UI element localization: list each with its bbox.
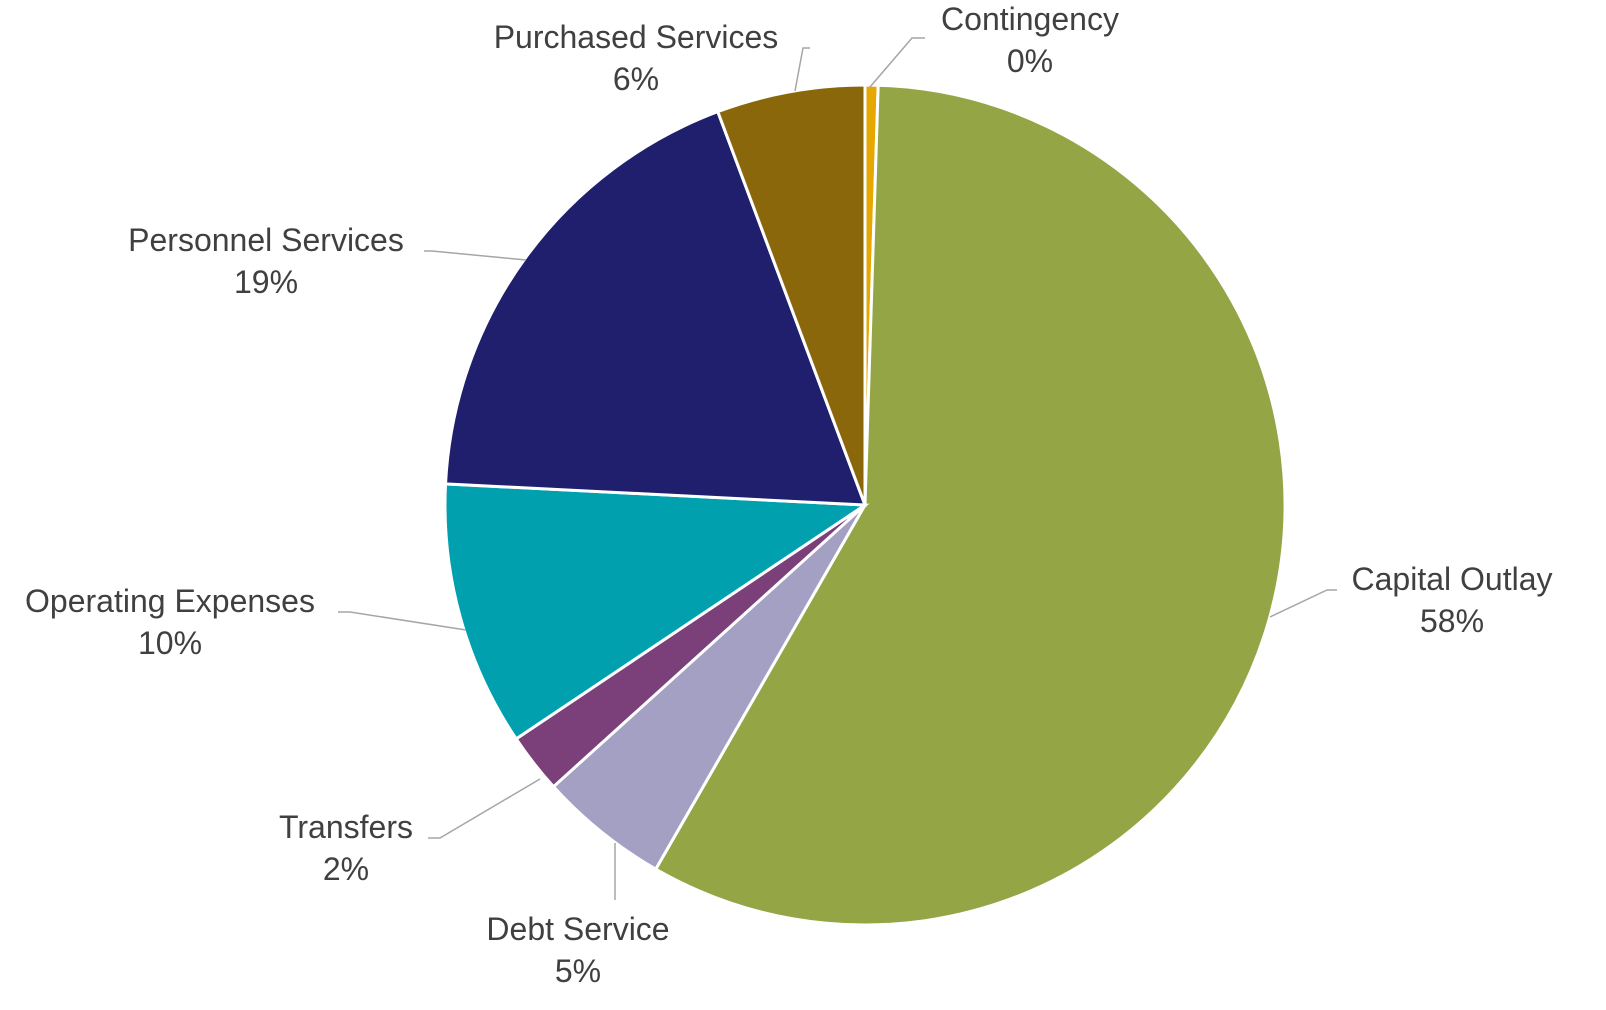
leader-line-contingency <box>869 37 925 88</box>
slice-label-operating-expenses: Operating Expenses <box>25 583 315 619</box>
pie-slice-operating-expenses <box>443 482 870 741</box>
slice-label-debt-service: Debt Service <box>486 911 669 947</box>
slice-label-personnel-services: Personnel Services <box>128 222 404 258</box>
leader-line-purchased-services <box>794 47 810 92</box>
pie-slice-personnel-services <box>443 109 868 507</box>
slice-percent-transfers: 2% <box>323 851 369 887</box>
slice-percent-personnel-services: 19% <box>234 264 298 300</box>
slice-percent-debt-service: 5% <box>555 953 601 989</box>
data-labels: Contingency 0% Capital Outlay 58% Debt Servi… <box>25 1 1552 989</box>
slice-label-capital-outlay: Capital Outlay <box>1352 561 1553 597</box>
slice-label-purchased-services: Purchased Services <box>494 19 779 55</box>
pie-slice-capital-outlay <box>653 83 1287 927</box>
slice-label-transfers: Transfers <box>279 809 413 845</box>
slice-percent-capital-outlay: 58% <box>1420 603 1484 639</box>
leader-line-operating-expenses <box>338 611 467 631</box>
leader-line-capital-outlay <box>1269 589 1337 618</box>
slice-percent-operating-expenses: 10% <box>138 625 202 661</box>
slice-percent-contingency: 0% <box>1007 43 1053 79</box>
leader-line-personnel-services <box>424 250 527 261</box>
pie-slice-purchased-services <box>715 83 867 506</box>
slice-label-contingency: Contingency <box>941 1 1119 37</box>
leader-line-transfers <box>428 778 541 839</box>
pie-slices <box>443 83 1287 927</box>
slice-percent-purchased-services: 6% <box>613 61 659 97</box>
